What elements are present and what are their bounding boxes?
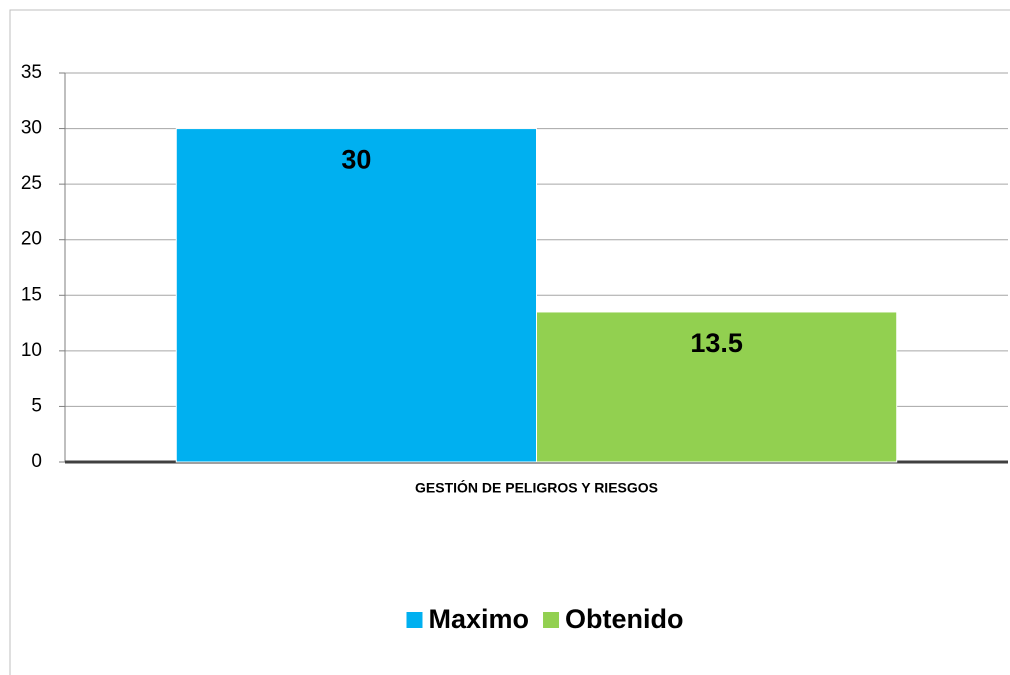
y-tick-label: 10 (21, 340, 42, 361)
y-tick-label: 0 (31, 451, 42, 472)
y-tick-label: 30 (21, 118, 42, 139)
x-tick-label: GESTIÓN DE PELIGROS Y RIESGOS (415, 479, 658, 496)
legend-box (390, 602, 692, 638)
legend-marker (543, 612, 560, 628)
y-tick-label: 25 (21, 173, 42, 194)
data-label: 30 (341, 145, 371, 175)
bar (175, 128, 538, 463)
y-tick-label: 5 (31, 395, 42, 416)
legend-label: Maximo (428, 604, 529, 634)
data-label: 13.5 (690, 328, 743, 358)
y-tick-label: 20 (21, 229, 42, 250)
bar (536, 311, 898, 463)
legend-label: Obtenido (565, 604, 683, 634)
chart-frame (9, 9, 1010, 675)
legend-marker (406, 612, 423, 628)
y-tick-label: 35 (21, 62, 42, 83)
y-tick-label: 15 (21, 284, 42, 305)
